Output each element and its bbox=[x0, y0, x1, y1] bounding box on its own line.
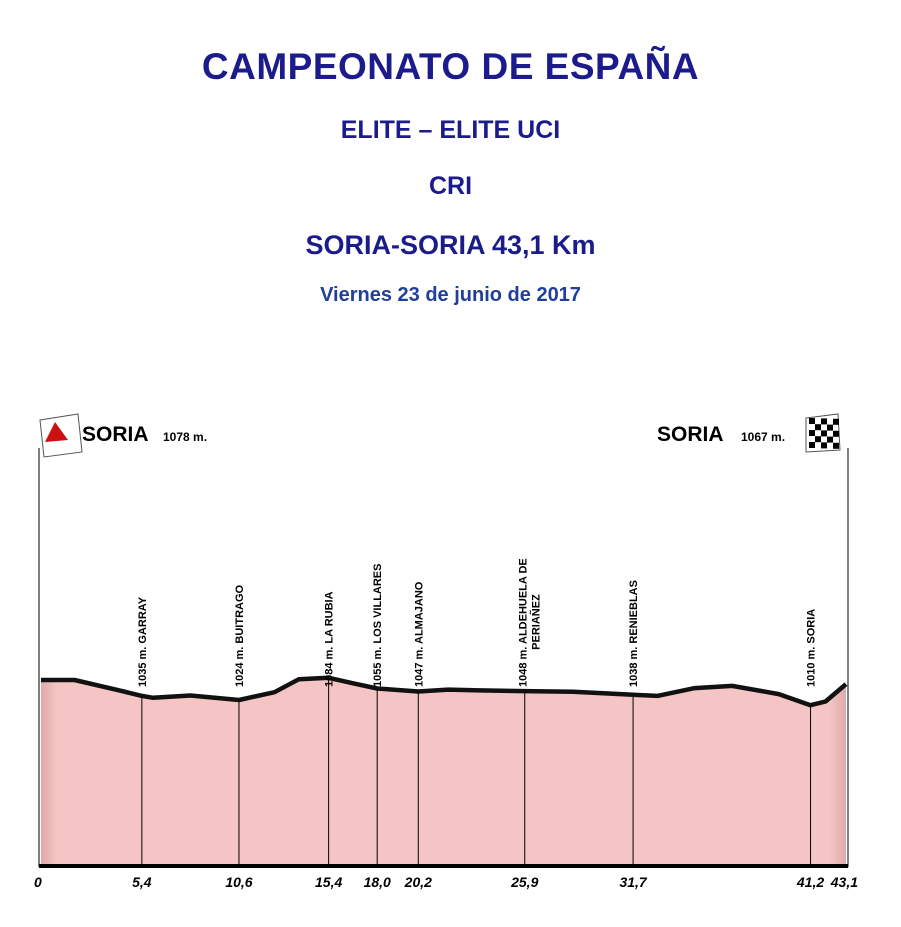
start-altitude: 1078 m. bbox=[163, 430, 207, 444]
checker-square bbox=[821, 430, 827, 437]
stage-type: CRI bbox=[428, 172, 473, 200]
route-distance: SORIA-SORIA 43,1 Km bbox=[305, 230, 596, 260]
km-tick-label: 43,1 bbox=[830, 874, 858, 890]
waypoint-label: 1010 m. SORIA bbox=[806, 609, 818, 687]
checker-square bbox=[827, 436, 833, 443]
waypoint-label: 1084 m. LA RUBIA bbox=[324, 591, 336, 687]
checker-square bbox=[815, 436, 821, 443]
checker-square bbox=[833, 442, 839, 449]
km-tick-label: 31,7 bbox=[619, 874, 647, 890]
start-town: SORIA bbox=[82, 423, 149, 446]
waypoint-label: 1047 m. ALMAJANO bbox=[413, 581, 425, 687]
km-tick-label: 5,4 bbox=[132, 874, 152, 890]
category-subtitle: ELITE – ELITE UCI bbox=[340, 116, 561, 144]
checker-square bbox=[809, 430, 815, 436]
km-tick-label: 10,6 bbox=[225, 874, 252, 890]
waypoint-label: 1024 m. BUITRAGO bbox=[234, 584, 246, 687]
km-tick-label: 0 bbox=[34, 874, 42, 890]
km-tick-label: 41,2 bbox=[796, 874, 824, 890]
page-title: CAMPEONATO DE ESPAÑA bbox=[201, 46, 700, 87]
profile-area bbox=[41, 677, 846, 866]
waypoint-label: 1055 m. LOS VILLARES bbox=[372, 564, 384, 687]
checker-square bbox=[827, 424, 833, 431]
checker-square bbox=[815, 424, 821, 431]
checker-square bbox=[809, 442, 815, 448]
km-tick-label: 15,4 bbox=[315, 874, 342, 890]
start-flag-icon bbox=[39, 413, 83, 458]
waypoint-label: 1038 m. RENIEBLAS bbox=[628, 580, 640, 687]
finish-town: SORIA bbox=[657, 423, 724, 446]
waypoint-label: 1048 m. ALDEHUELA DE bbox=[518, 558, 530, 687]
km-tick-label: 25,9 bbox=[510, 874, 538, 890]
checker-square bbox=[833, 430, 839, 437]
checker-square bbox=[821, 418, 827, 425]
waypoint-label-line2: PERIAÑEZ bbox=[530, 594, 543, 650]
waypoint-label: 1035 m. GARRAY bbox=[137, 596, 149, 687]
finish-altitude: 1067 m. bbox=[741, 430, 785, 444]
km-tick-label: 18,0 bbox=[364, 874, 391, 890]
checker-square bbox=[809, 418, 815, 424]
checker-square bbox=[833, 418, 839, 425]
stage-date: Viernes 23 de junio de 2017 bbox=[320, 284, 581, 306]
km-tick-label: 20,2 bbox=[404, 874, 432, 890]
checker-square bbox=[821, 442, 827, 449]
finish-flag-icon bbox=[805, 413, 841, 453]
